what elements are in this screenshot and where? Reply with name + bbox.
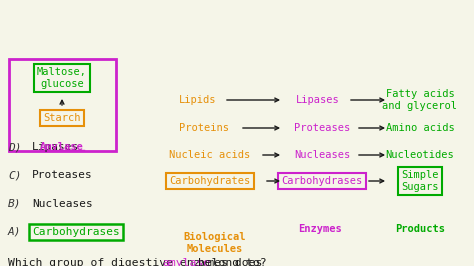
Text: Amino acids: Amino acids bbox=[386, 123, 455, 133]
Text: Proteases: Proteases bbox=[32, 170, 93, 180]
Text: Carbohydrases: Carbohydrases bbox=[32, 227, 120, 237]
Text: Starch: Starch bbox=[43, 113, 81, 123]
Text: Which group of digestive enzymes does: Which group of digestive enzymes does bbox=[8, 258, 269, 266]
Text: Simple
Sugars: Simple Sugars bbox=[401, 170, 439, 192]
Text: Proteases: Proteases bbox=[294, 123, 350, 133]
Text: Lipases: Lipases bbox=[32, 142, 79, 152]
Text: Nucleases: Nucleases bbox=[294, 150, 350, 160]
Text: Proteins: Proteins bbox=[179, 123, 229, 133]
Text: Products: Products bbox=[395, 224, 445, 234]
Text: Maltose,
glucose: Maltose, glucose bbox=[37, 67, 87, 89]
Text: Amylase: Amylase bbox=[40, 142, 84, 152]
Text: C): C) bbox=[8, 170, 21, 180]
Text: Carbohydrases: Carbohydrases bbox=[282, 176, 363, 186]
Text: D): D) bbox=[8, 142, 21, 152]
Text: Enzymes: Enzymes bbox=[298, 224, 342, 234]
Text: amylase: amylase bbox=[163, 258, 210, 266]
Text: Lipases: Lipases bbox=[296, 95, 340, 105]
Text: belong to?: belong to? bbox=[191, 258, 266, 266]
Text: Nucleotides: Nucleotides bbox=[386, 150, 455, 160]
Text: Fatty acids
and glycerol: Fatty acids and glycerol bbox=[383, 89, 457, 111]
Text: Biological
Molecules: Biological Molecules bbox=[184, 232, 246, 255]
Text: Carbohydrates: Carbohydrates bbox=[169, 176, 251, 186]
Text: B): B) bbox=[8, 199, 21, 209]
Text: Nucleases: Nucleases bbox=[32, 199, 93, 209]
Text: Lipids: Lipids bbox=[179, 95, 217, 105]
Text: A): A) bbox=[8, 227, 21, 237]
Text: Nucleic acids: Nucleic acids bbox=[169, 150, 251, 160]
